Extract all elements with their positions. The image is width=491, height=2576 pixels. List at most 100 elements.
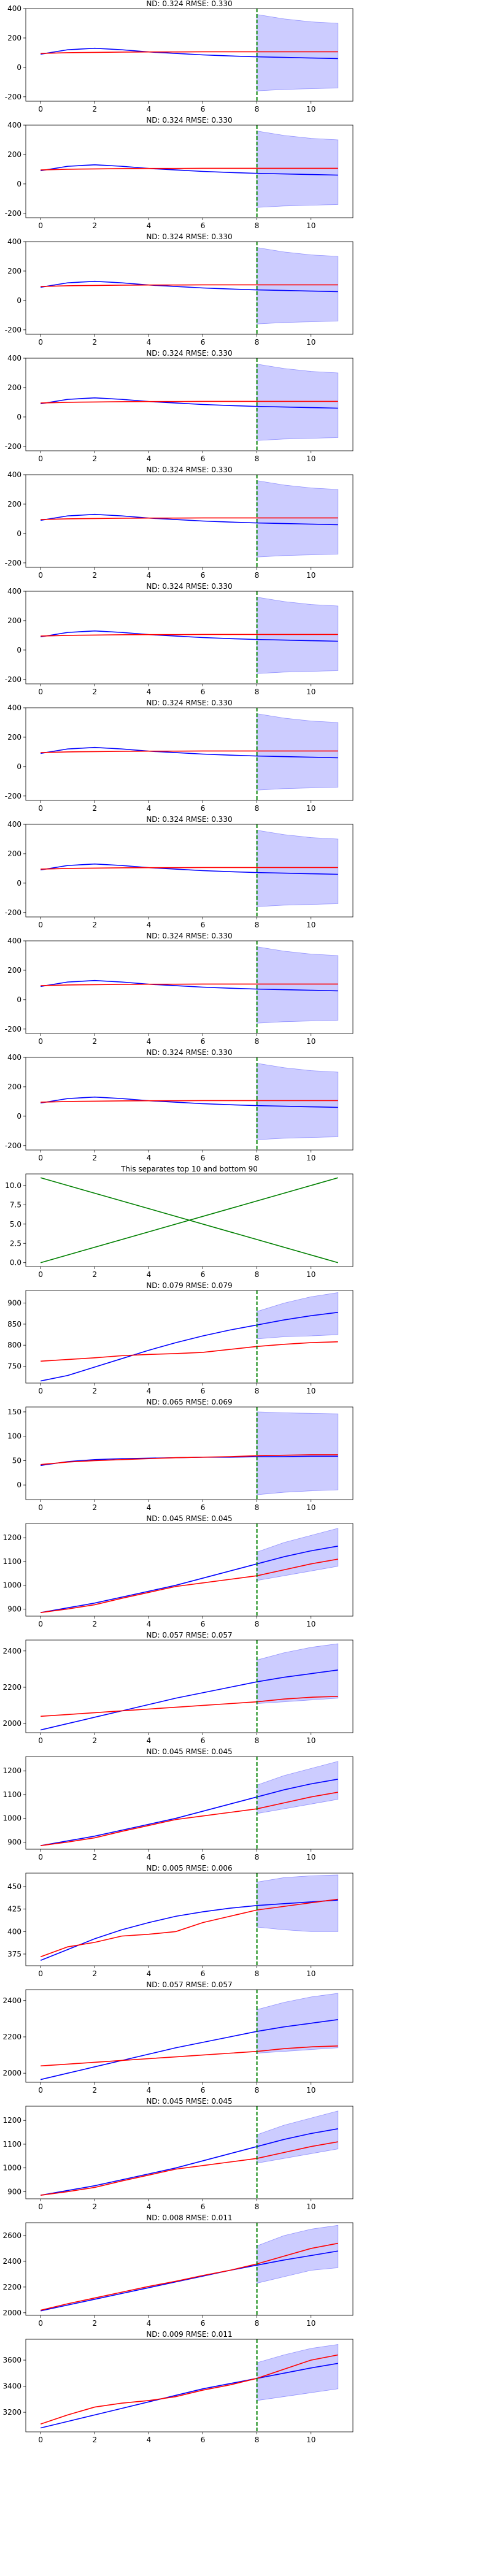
chart-title: ND: 0.009 RMSE: 0.011 [146,2331,232,2339]
x-tick-label: 4 [147,454,152,463]
series-line-1 [41,979,338,992]
series-line-2 [41,51,338,54]
chart-panel-6: ND: 0.324 RMSE: 0.330 0 2 4 6 8 10 -200 0 200 400 [0,583,491,699]
y-tick-label: -200 [5,209,21,218]
plot-frame [25,1989,354,2083]
x-tick-label: 6 [201,1503,206,1512]
y-tick-label: 2200 [2,1683,21,1692]
x-tick-label: 10 [306,105,315,113]
y-tick-label: 850 [7,1320,21,1328]
y-tick-label: 0 [17,296,21,305]
x-tick-label: 10 [306,1969,315,1978]
chart-title: ND: 0.324 RMSE: 0.330 [146,1049,232,1057]
x-tick-label: 4 [147,105,152,113]
chart-svg-12: ND: 0.079 RMSE: 0.079 0 2 4 6 8 10 750 800 850 900 [7,1282,354,1395]
x-tick-label: 2 [93,804,98,813]
x-tick-label: 10 [306,804,315,813]
chart-panel-7: ND: 0.324 RMSE: 0.330 0 2 4 6 8 10 -200 0 200 400 [0,699,491,816]
y-tick-label: -200 [5,1025,21,1033]
chart-panel-11: This separates top 10 and bottom 90 0 2 4 6 8… [0,1165,491,1282]
series-line-2 [40,1898,338,1958]
x-tick-label: 10 [306,454,315,463]
chart-panel-15: ND: 0.057 RMSE: 0.057 0 2 4 6 8 10 2000 2200 2400 [0,1631,491,1748]
chart-title: ND: 0.065 RMSE: 0.069 [146,1398,232,1406]
y-tick-label: 800 [7,1341,21,1349]
x-tick-label: 4 [147,804,152,813]
y-tick-label: 200 [7,150,21,159]
chart-svg-9: ND: 0.324 RMSE: 0.330 0 2 4 6 8 10 -200 0 200 400 [5,932,354,1046]
y-tick-label: -200 [5,559,21,567]
x-tick-label: 2 [93,2436,98,2444]
series-line-1 [41,1778,338,1846]
y-tick-label: 0 [17,762,21,771]
chart-title: ND: 0.008 RMSE: 0.011 [146,2214,232,2222]
x-tick-label: 10 [306,571,315,580]
chart-panel-14: ND: 0.045 RMSE: 0.045 0 2 4 6 8 10 900 1000 1100 1… [0,1515,491,1631]
y-tick-label: 400 [7,1053,21,1062]
y-tick-label: 2000 [2,1719,21,1728]
chart-panel-2: ND: 0.324 RMSE: 0.330 0 2 4 6 8 10 -200 0 200 400 [0,117,491,233]
x-tick-label: 4 [147,1853,152,1861]
x-tick-label: 10 [306,2319,315,2328]
confidence-band [257,2344,339,2401]
x-tick-label: 8 [255,1387,260,1395]
x-tick-label: 6 [201,571,206,580]
plot-frame [25,824,354,918]
y-tick-label: 900 [7,1838,21,1846]
y-tick-label: 0 [17,995,21,1004]
confidence-band [257,1411,339,1495]
x-tick-label: 6 [201,454,206,463]
chart-panel-18: ND: 0.057 RMSE: 0.057 0 2 4 6 8 10 2000 2200 2400 [0,1981,491,2098]
y-tick-label: 200 [7,849,21,858]
x-tick-label: 2 [93,571,98,580]
x-tick-label: 8 [255,2202,260,2211]
x-tick-label: 8 [255,338,260,347]
x-tick-label: 4 [147,1387,152,1395]
x-tick-label: 10 [306,1037,315,1046]
series-line-1 [41,746,338,759]
confidence-band [257,480,339,558]
series-line-2 [41,1792,338,1846]
x-tick-label: 4 [147,1503,152,1512]
series-line-2 [41,167,338,171]
x-tick-label: 2 [93,2086,98,2095]
x-tick-label: 4 [147,2319,152,2328]
chart-svg-2: ND: 0.324 RMSE: 0.330 0 2 4 6 8 10 -200 0 200 400 [5,117,354,230]
series-line-2 [41,1100,338,1103]
plot-frame [25,125,354,218]
x-tick-label: 2 [93,688,98,696]
chart-panel-21: ND: 0.009 RMSE: 0.011 0 2 4 6 8 10 3200 3400 3600 [0,2331,491,2447]
y-tick-label: 1000 [2,1581,21,1590]
plot-frame [25,1406,354,1500]
series-line-1 [41,1545,338,1613]
y-tick-label: -200 [5,675,21,684]
x-tick-label: 4 [147,2436,152,2444]
x-tick-label: 4 [147,571,152,580]
x-tick-label: 6 [201,1969,206,1978]
x-tick-label: 10 [306,1270,315,1279]
y-tick-label: 900 [7,1604,21,1613]
plot-frame [25,2339,354,2432]
series-line-1 [41,280,338,293]
x-tick-label: 10 [306,221,315,230]
y-tick-label: 200 [7,500,21,508]
confidence-band [257,830,339,907]
y-tick-label: 0 [17,879,21,887]
series-line-2 [41,1558,338,1613]
y-tick-label: 0 [17,1481,21,1489]
x-tick-label: 6 [201,688,206,696]
chart-title: ND: 0.045 RMSE: 0.045 [146,1748,232,1756]
x-tick-label: 8 [255,1620,260,1628]
x-tick-label: 8 [255,2436,260,2444]
x-tick-label: 0 [38,1154,43,1162]
x-tick-label: 0 [38,921,43,929]
x-tick-label: 2 [93,454,98,463]
x-tick-label: 6 [201,1736,206,1745]
y-tick-label: 7.5 [10,1200,21,1209]
y-tick-label: 400 [7,237,21,246]
x-tick-label: 8 [255,1853,260,1861]
plot-frame [25,1057,354,1151]
chart-panel-5: ND: 0.324 RMSE: 0.330 0 2 4 6 8 10 -200 0 200 400 [0,466,491,583]
chart-panel-16: ND: 0.045 RMSE: 0.045 0 2 4 6 8 10 900 1000 1100 1… [0,1748,491,1865]
x-tick-label: 8 [255,221,260,230]
